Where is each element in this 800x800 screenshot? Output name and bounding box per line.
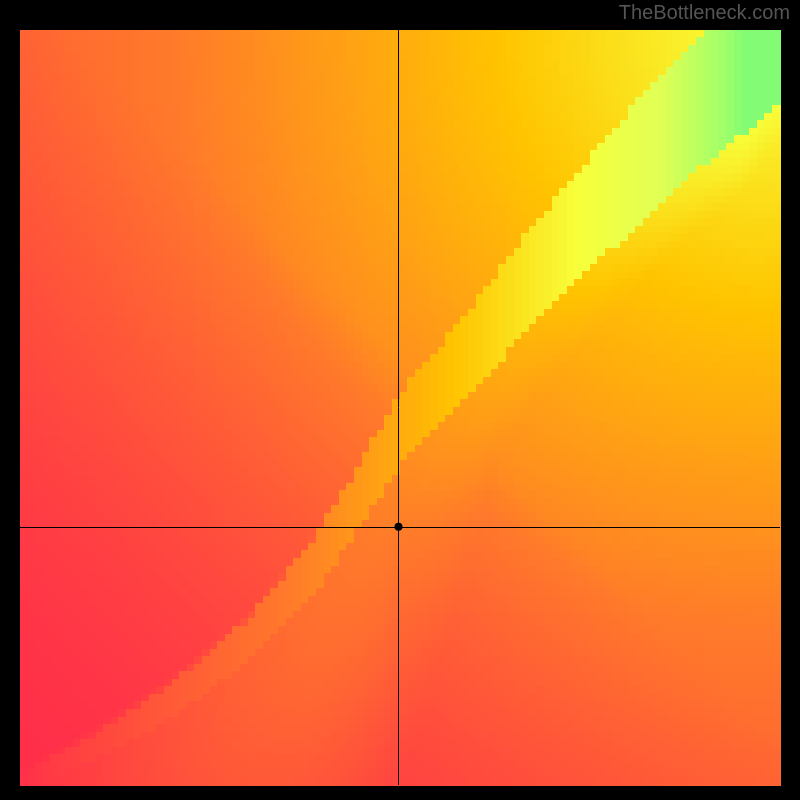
chart-container: TheBottleneck.com: [0, 0, 800, 800]
bottleneck-heatmap: [0, 0, 800, 800]
watermark-text: TheBottleneck.com: [619, 2, 790, 25]
